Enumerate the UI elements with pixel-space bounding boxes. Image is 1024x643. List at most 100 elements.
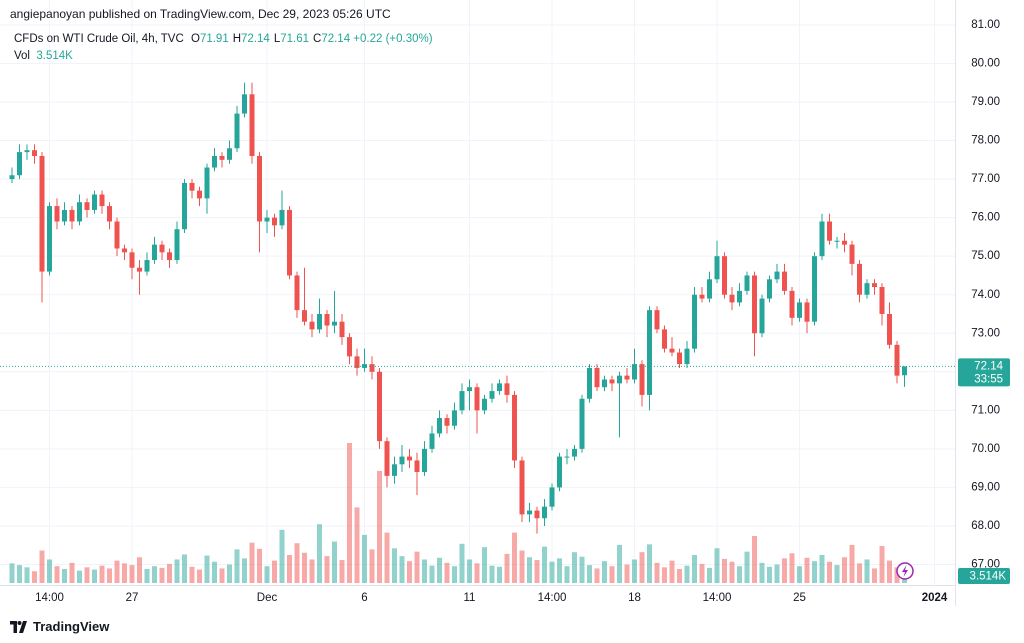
volume-bar — [632, 559, 637, 583]
candle-body — [534, 510, 540, 519]
volume-bar — [294, 543, 300, 583]
candle-body — [107, 206, 112, 222]
candle-body — [864, 283, 870, 295]
candle-body — [804, 302, 810, 322]
candle-body — [467, 387, 472, 392]
candle-body — [579, 398, 585, 449]
volume-bar — [257, 548, 262, 583]
candle-body — [197, 190, 202, 199]
candle-body — [122, 248, 127, 253]
volume-bar — [324, 556, 330, 583]
volume-bar — [512, 532, 517, 583]
volume-bar — [9, 563, 15, 583]
candle-body — [789, 290, 795, 318]
volume-bar — [62, 569, 67, 583]
volume-bar — [857, 563, 862, 583]
tv-logo — [10, 620, 27, 633]
volume-bar — [654, 562, 660, 583]
volume-bar — [752, 535, 757, 583]
last-price-label: 72.14 — [974, 360, 1003, 372]
volume-bar — [587, 565, 592, 583]
candle-body — [317, 313, 322, 330]
volume-bar — [189, 566, 195, 583]
volume-bar — [759, 562, 765, 583]
volume-bar — [287, 555, 292, 583]
candle-body — [879, 287, 885, 314]
volume-bar — [662, 567, 667, 583]
volume-bar — [309, 559, 315, 583]
x-tick-label: 27 — [126, 592, 139, 604]
ohlc-label: O — [190, 33, 200, 45]
y-tick-label: 73.00 — [971, 327, 1000, 339]
volume-bar — [819, 555, 825, 583]
volume-bar — [864, 559, 870, 583]
last-price-badge — [958, 358, 1010, 387]
volume-bar — [579, 556, 585, 583]
candle-body — [422, 448, 427, 473]
candle-body — [9, 175, 15, 180]
x-tick-label: 14:00 — [35, 592, 64, 604]
candle-body — [564, 456, 570, 458]
candle-body — [144, 260, 150, 272]
candle-body — [842, 240, 847, 245]
x-tick-label: 14:00 — [703, 592, 732, 604]
volume-bar — [114, 560, 120, 583]
candle-body — [212, 155, 217, 168]
volume-bar — [782, 558, 787, 583]
candle-body — [62, 209, 67, 222]
volume-bar — [429, 565, 435, 583]
candle-body — [557, 456, 562, 488]
volume-bar — [894, 567, 900, 583]
volume-bar — [789, 553, 795, 583]
candle-body — [827, 221, 832, 241]
candle-body — [767, 279, 772, 299]
candle-body — [572, 448, 577, 457]
candle-body — [887, 313, 892, 345]
volume-bar — [84, 567, 90, 583]
axes: 67.0068.0069.0070.0071.0072.0073.0074.00… — [0, 19, 1010, 604]
candle-body — [272, 217, 277, 226]
volume-bar — [827, 561, 832, 583]
volume-bar — [99, 565, 105, 583]
y-tick-label: 70.00 — [971, 443, 1000, 455]
grid — [0, 0, 955, 585]
volume-bar — [137, 557, 142, 583]
volume-bar — [69, 562, 75, 583]
volume-bar — [534, 560, 540, 583]
volume-bar — [714, 548, 720, 583]
footer: TradingView — [10, 619, 109, 634]
candle-body — [32, 150, 37, 156]
volume-bar — [617, 544, 622, 583]
candle-body — [834, 240, 840, 242]
candle-body — [647, 310, 652, 395]
volume-bar — [437, 557, 442, 583]
candle-body — [609, 379, 615, 384]
x-tick-label: 11 — [464, 592, 476, 604]
volume-bar — [744, 551, 750, 583]
volume-layer — [9, 443, 907, 583]
candle-body — [324, 313, 330, 326]
candle-body — [414, 460, 420, 473]
volume-bar — [639, 552, 645, 583]
candle-body — [392, 464, 397, 476]
volume-bar — [384, 532, 390, 583]
volume-bar — [707, 567, 712, 583]
volume-bar — [32, 571, 37, 583]
candle-body — [54, 206, 60, 222]
candle-body — [542, 506, 547, 519]
volume-bar — [519, 550, 525, 583]
volume-bar — [797, 566, 802, 583]
volume-bar — [594, 568, 600, 583]
volume-bar — [489, 565, 495, 583]
candle-body — [369, 364, 375, 372]
candle-body — [759, 298, 765, 334]
y-tick-label: 67.00 — [971, 559, 1000, 571]
change: +0.22 (+0.30%) — [353, 33, 433, 45]
candle-body — [39, 155, 45, 272]
candle-body — [302, 310, 307, 322]
volume-bar — [144, 569, 150, 583]
candle-body — [407, 456, 412, 461]
volume-bar — [339, 560, 345, 583]
volume-bar — [812, 561, 817, 583]
